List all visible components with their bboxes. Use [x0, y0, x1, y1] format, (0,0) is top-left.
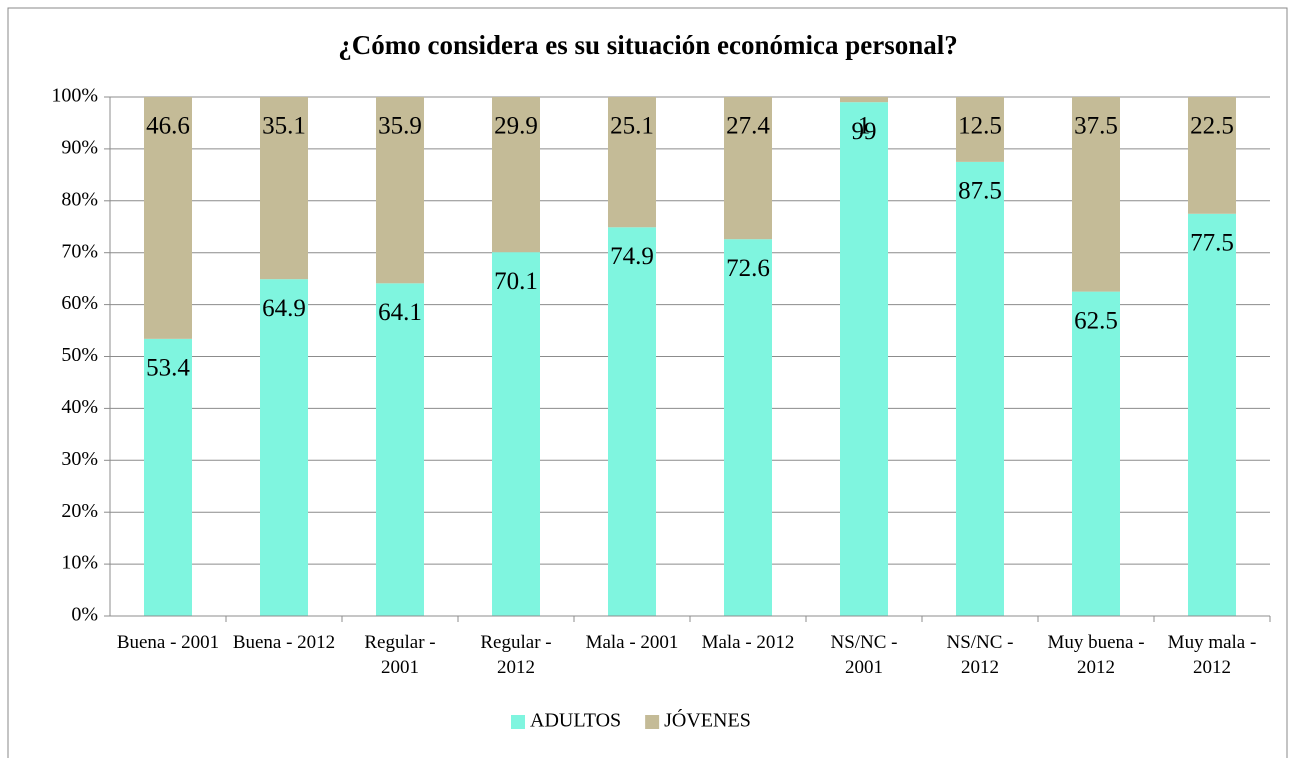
y-tick-label: 0% [71, 604, 98, 626]
data-label: 22.5 [1190, 113, 1234, 140]
chart-title: ¿Cómo considera es su situación económic… [338, 30, 957, 60]
y-tick-label: 50% [61, 344, 98, 366]
data-label: 70.1 [494, 268, 538, 295]
data-label: 35.9 [378, 113, 422, 140]
x-tick-label: Buena - 2012 [232, 632, 336, 653]
bar-segment [840, 97, 888, 103]
bar-segment [144, 97, 192, 339]
bar-segment [376, 283, 424, 616]
data-label: 46.6 [146, 113, 190, 140]
y-tick-label: 40% [61, 396, 98, 418]
bar-segment [608, 227, 656, 617]
bar-segment [260, 279, 308, 616]
bar-segment [260, 97, 308, 280]
data-label: 27.4 [726, 113, 770, 140]
data-label: 37.5 [1074, 113, 1118, 140]
legend-swatch [645, 715, 660, 729]
y-tick-label: 10% [61, 552, 98, 574]
y-tick-label: 90% [61, 136, 98, 158]
bar-segment [492, 97, 540, 253]
y-tick-label: 70% [61, 240, 98, 262]
data-label: 1 [858, 113, 871, 140]
bar-segment [956, 97, 1004, 162]
data-label: 77.5 [1190, 230, 1234, 257]
x-tick-label: Regular - 2012 [480, 632, 552, 678]
bar-segment [1188, 97, 1236, 214]
bar-segment [1072, 97, 1120, 292]
legend-label: ADULTOS [530, 710, 621, 732]
y-tick-label: 30% [61, 448, 98, 470]
data-label: 25.1 [610, 113, 654, 140]
y-tick-label: 20% [61, 500, 98, 522]
data-label: 64.1 [378, 299, 422, 326]
bar-segment [376, 97, 424, 284]
data-label: 62.5 [1074, 307, 1118, 334]
y-tick-label: 100% [51, 85, 98, 107]
x-tick-label: Mala - 2012 [701, 632, 795, 653]
data-label: 87.5 [958, 178, 1002, 205]
bar-segment [1072, 291, 1120, 616]
bar-segment [724, 239, 772, 616]
x-tick-label: Muy mala - 2012 [1167, 632, 1257, 678]
data-label: 29.9 [494, 113, 538, 140]
bar-segment [608, 97, 656, 228]
bar-segment [144, 338, 192, 616]
x-tick-label: Muy buena - 2012 [1047, 632, 1145, 678]
data-label: 99 [852, 118, 877, 145]
bar-segment [956, 161, 1004, 616]
data-label: 12.5 [958, 113, 1002, 140]
x-tick-label: NS/NC - 2001 [830, 632, 898, 678]
data-label: 53.4 [146, 355, 190, 382]
legend-swatch [511, 715, 525, 729]
y-tick-label: 60% [61, 292, 98, 314]
y-tick-label: 80% [61, 188, 98, 210]
legend-label: JÓVENES [664, 708, 751, 732]
bar-segment [1188, 213, 1236, 616]
data-label: 64.9 [262, 295, 306, 322]
bar-segment [492, 252, 540, 616]
x-tick-label: Mala - 2001 [585, 632, 679, 653]
x-tick-label: NS/NC - 2012 [946, 632, 1014, 678]
data-label: 74.9 [610, 243, 654, 270]
x-tick-label: Regular - 2001 [364, 632, 436, 678]
data-label: 35.1 [262, 113, 306, 140]
data-label: 72.6 [726, 255, 770, 282]
bar-segment [840, 102, 888, 616]
x-tick-label: Buena - 2001 [116, 632, 220, 653]
bar-segment [724, 97, 772, 240]
